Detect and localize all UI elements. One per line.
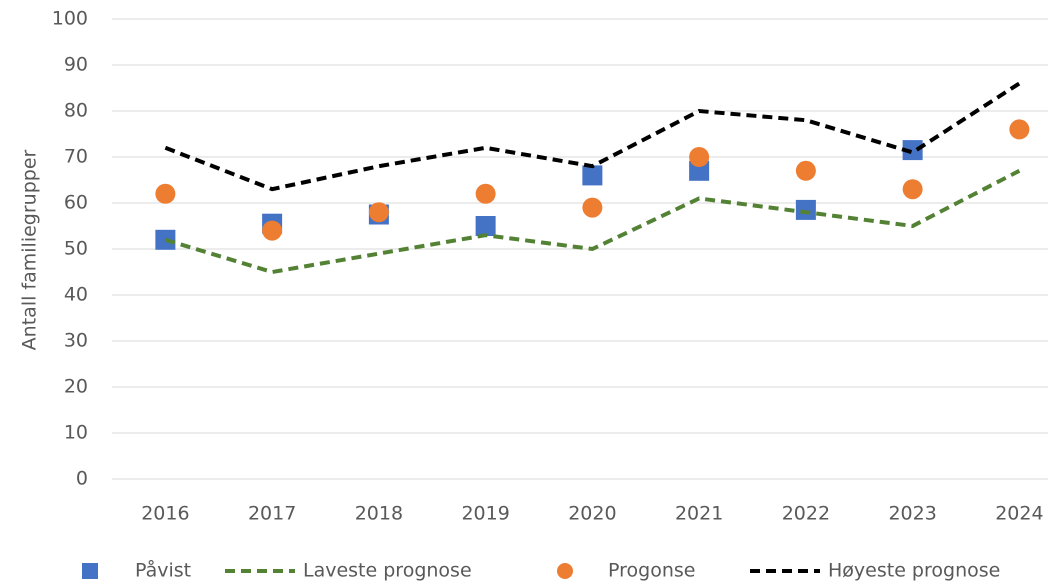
marker bbox=[1009, 119, 1030, 140]
y-tick-label: 40 bbox=[64, 284, 88, 306]
marker bbox=[689, 147, 710, 167]
y-axis-label: Antall familiegrupper bbox=[19, 150, 41, 351]
y-tick-label: 60 bbox=[64, 192, 88, 214]
legend-label: Laveste prognose bbox=[303, 560, 472, 582]
legend-label: Påvist bbox=[135, 559, 191, 582]
x-tick-label: 2016 bbox=[141, 503, 189, 525]
marker bbox=[902, 140, 923, 161]
legend-label: Progonse bbox=[608, 560, 695, 582]
marker bbox=[795, 199, 816, 220]
marker bbox=[475, 183, 496, 204]
legend-label: Høyeste prognose bbox=[828, 560, 1000, 582]
marker bbox=[582, 165, 603, 186]
y-tick-label: 30 bbox=[64, 330, 88, 352]
marker bbox=[582, 197, 603, 218]
x-tick-label: 2020 bbox=[568, 503, 616, 525]
marker bbox=[155, 183, 176, 204]
x-tick-label: 2021 bbox=[675, 503, 723, 525]
y-tick-label: 20 bbox=[64, 376, 88, 398]
x-tick-label: 2018 bbox=[355, 503, 403, 525]
x-tick-label: 2019 bbox=[461, 503, 509, 525]
y-tick-label: 100 bbox=[52, 8, 88, 30]
y-tick-label: 70 bbox=[64, 146, 88, 168]
marker bbox=[689, 160, 710, 181]
y-tick-label: 0 bbox=[76, 468, 88, 490]
marker bbox=[368, 202, 389, 223]
series-line bbox=[164, 81, 1021, 192]
legend-symbol bbox=[82, 563, 98, 579]
series-line bbox=[164, 169, 1021, 275]
x-tick-label: 2023 bbox=[888, 503, 936, 525]
y-tick-label: 90 bbox=[64, 54, 88, 76]
marker bbox=[262, 220, 283, 241]
marker bbox=[475, 216, 496, 236]
x-tick-label: 2022 bbox=[782, 503, 830, 525]
marker bbox=[795, 160, 816, 181]
marker bbox=[902, 179, 923, 200]
y-tick-label: 80 bbox=[64, 100, 88, 122]
x-tick-label: 2024 bbox=[995, 503, 1043, 525]
legend-symbol bbox=[557, 563, 573, 579]
x-tick-label: 2017 bbox=[248, 503, 296, 525]
y-tick-label: 50 bbox=[64, 238, 88, 260]
y-tick-label: 10 bbox=[64, 422, 88, 444]
